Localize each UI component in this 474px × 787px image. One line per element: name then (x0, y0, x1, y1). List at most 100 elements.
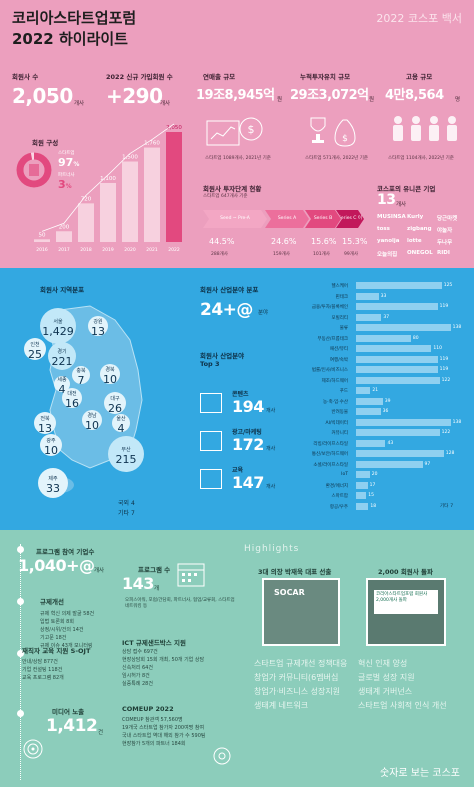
region-bubble: 서울 1,429 (40, 308, 76, 344)
region-value: 4 (58, 383, 66, 396)
region-value: 25 (28, 348, 42, 361)
industry-bar (356, 355, 438, 363)
investment-unit: 원 (369, 97, 375, 103)
milestone-photo: 코리아스타트업포럼 회원사 2,000개사 돌파 (366, 578, 446, 646)
unicorn-logo: RIDI (437, 250, 450, 256)
industry-bar-name: 모빌리티 (331, 315, 348, 321)
industry-bar-name: 환경/에너지 (325, 483, 348, 489)
region-bubble: 경북 10 (100, 364, 120, 386)
industry-bar-row: 핀테크 33 (300, 292, 460, 301)
growth-bar-value: 720 (81, 196, 92, 202)
footer-caption: 숫자로 보는 코스포 (380, 768, 460, 779)
revenue-label: 연매출 규모 (203, 73, 236, 81)
growth-bar-value: 2,050 (166, 125, 182, 131)
region-label: 회원사 지역분포 (40, 286, 85, 294)
socar-logo: SOCAR (274, 588, 305, 597)
industry-bar-name: 항공/우주 (329, 504, 348, 510)
programs-count-value: 143 (122, 574, 154, 593)
unicorn-logo: MUSINSA (377, 214, 406, 220)
employment-value: 4만8,564 (385, 88, 444, 103)
region-value: 4 (117, 422, 125, 435)
top-industry-icon (200, 393, 222, 413)
regulation-dot (17, 598, 24, 605)
page-title-line1: 코리아스타트업포럼 (12, 9, 137, 27)
industry-unit: 분야 (258, 310, 269, 316)
industry-bar-value: 97 (424, 461, 431, 467)
media-value: 1,412 (46, 716, 98, 736)
training-label: 재직자 교육 지원 S-OJT (22, 647, 91, 655)
industry-bar (356, 481, 368, 489)
industry-bar-value: 125 (443, 283, 453, 288)
region-name: 서울 (53, 319, 63, 325)
calendar-icon (177, 563, 205, 587)
region-bubble: 전북 13 (34, 412, 56, 435)
industry-bar-row: 환경/에너지 17 (300, 481, 460, 490)
region-value: 10 (85, 419, 99, 432)
partner-pct: 3% (58, 178, 72, 191)
stage-arrow: Series B (305, 210, 341, 228)
industry-bar-value: 110 (433, 346, 443, 351)
stage-count: 288개사 (211, 252, 228, 257)
investment-label: 누적투자유치 규모 (300, 73, 351, 81)
industry-bar-row: 여행/숙박 119 (300, 355, 460, 364)
industry-bar-name: 스마트팜 (331, 494, 348, 499)
region-misc2: 기타 7 (118, 510, 135, 517)
svg-text:$: $ (342, 134, 348, 144)
industry-bar-value: 138 (452, 419, 462, 425)
unicorn-logo: Kurly (407, 214, 424, 220)
region-value: 16 (65, 397, 79, 410)
growth-bar-value: 1,100 (100, 176, 116, 182)
industry-bar-name: 푸드 (339, 389, 348, 394)
growth-bar (78, 203, 94, 242)
unicorn-logo: lotte (407, 238, 422, 244)
industry-bar-row: 리빙/라이프스타일 43 (300, 439, 460, 448)
top-label2: Top 3 (200, 360, 220, 368)
industry-bar-name: 헬스케어 (331, 284, 348, 289)
region-bubble: 강원 13 (88, 316, 108, 338)
industry-bar-row: 반려동물 36 (300, 408, 460, 416)
unicorn-label: 코스포의 유니콘 기업 (377, 185, 436, 193)
region-bubble: 인천 25 (24, 338, 46, 361)
industry-bar-value: 15 (368, 493, 375, 498)
industry-bar-value: 119 (439, 367, 449, 372)
growth-bar-value: 50 (39, 232, 46, 238)
unicorn-logo: 오늘의집 (377, 252, 398, 258)
new-members-value: +290 (106, 84, 163, 108)
stage-arrow: Series A (265, 210, 309, 228)
industry-bar-name: 농·축·임·수산 (323, 399, 348, 405)
industry-bar (356, 397, 383, 405)
growth-year-label: 2016 (36, 247, 48, 253)
overview-section: 코리아스타트업포럼 2022 하이라이트 2022 코스포 백서 회원사 수 2… (0, 0, 474, 268)
industry-bar (356, 450, 444, 457)
growth-year-label: 2021 (146, 247, 158, 253)
industry-bar-value: 21 (372, 388, 379, 393)
region-bubble: 충북 7 (72, 366, 90, 387)
new-members-unit: 개사 (160, 101, 171, 107)
revenue-chart-icon: $ (206, 117, 263, 146)
revenue-note: 스타트업 1089개사, 2021년 기준 (205, 156, 271, 161)
list-line: 입법 토론회 8회 (40, 619, 74, 625)
growth-bar (56, 231, 72, 242)
investment-value: 29조3,072억 (290, 88, 369, 103)
region-value: 26 (108, 402, 122, 415)
region-value: 221 (51, 355, 73, 368)
people-icon (393, 116, 457, 141)
list-line: 국내 스타트업 역대 해외 참가 수 590팀 (122, 733, 206, 739)
keyword: 스타트업 규제개선 정책대응 (254, 659, 348, 668)
media-unit: 건 (98, 730, 104, 736)
region-bubble: 대전 16 (62, 388, 82, 410)
industry-bar-value: 43 (387, 440, 394, 446)
industry-bar-name: 부동산/프롭테크 (317, 336, 349, 342)
region-value: 10 (44, 444, 58, 457)
keyword: 창업가·비즈니스 성장지원 (254, 687, 341, 696)
partner-tag: 파트너사 (58, 173, 75, 178)
svg-text:$: $ (248, 123, 255, 136)
industry-bar-row: 제조/하드웨어 122 (300, 376, 460, 385)
industry-bar-row: AI/빅데이터 138 (300, 418, 462, 427)
revenue-value: 19조8,945억 (196, 88, 275, 103)
top-industry-unit: 개사 (266, 484, 276, 490)
top-industry-name: 교육 (232, 467, 244, 474)
keyword: 생태계 거버넌스 (358, 687, 413, 696)
region-value: 33 (46, 482, 60, 495)
industry-bar (356, 303, 438, 310)
